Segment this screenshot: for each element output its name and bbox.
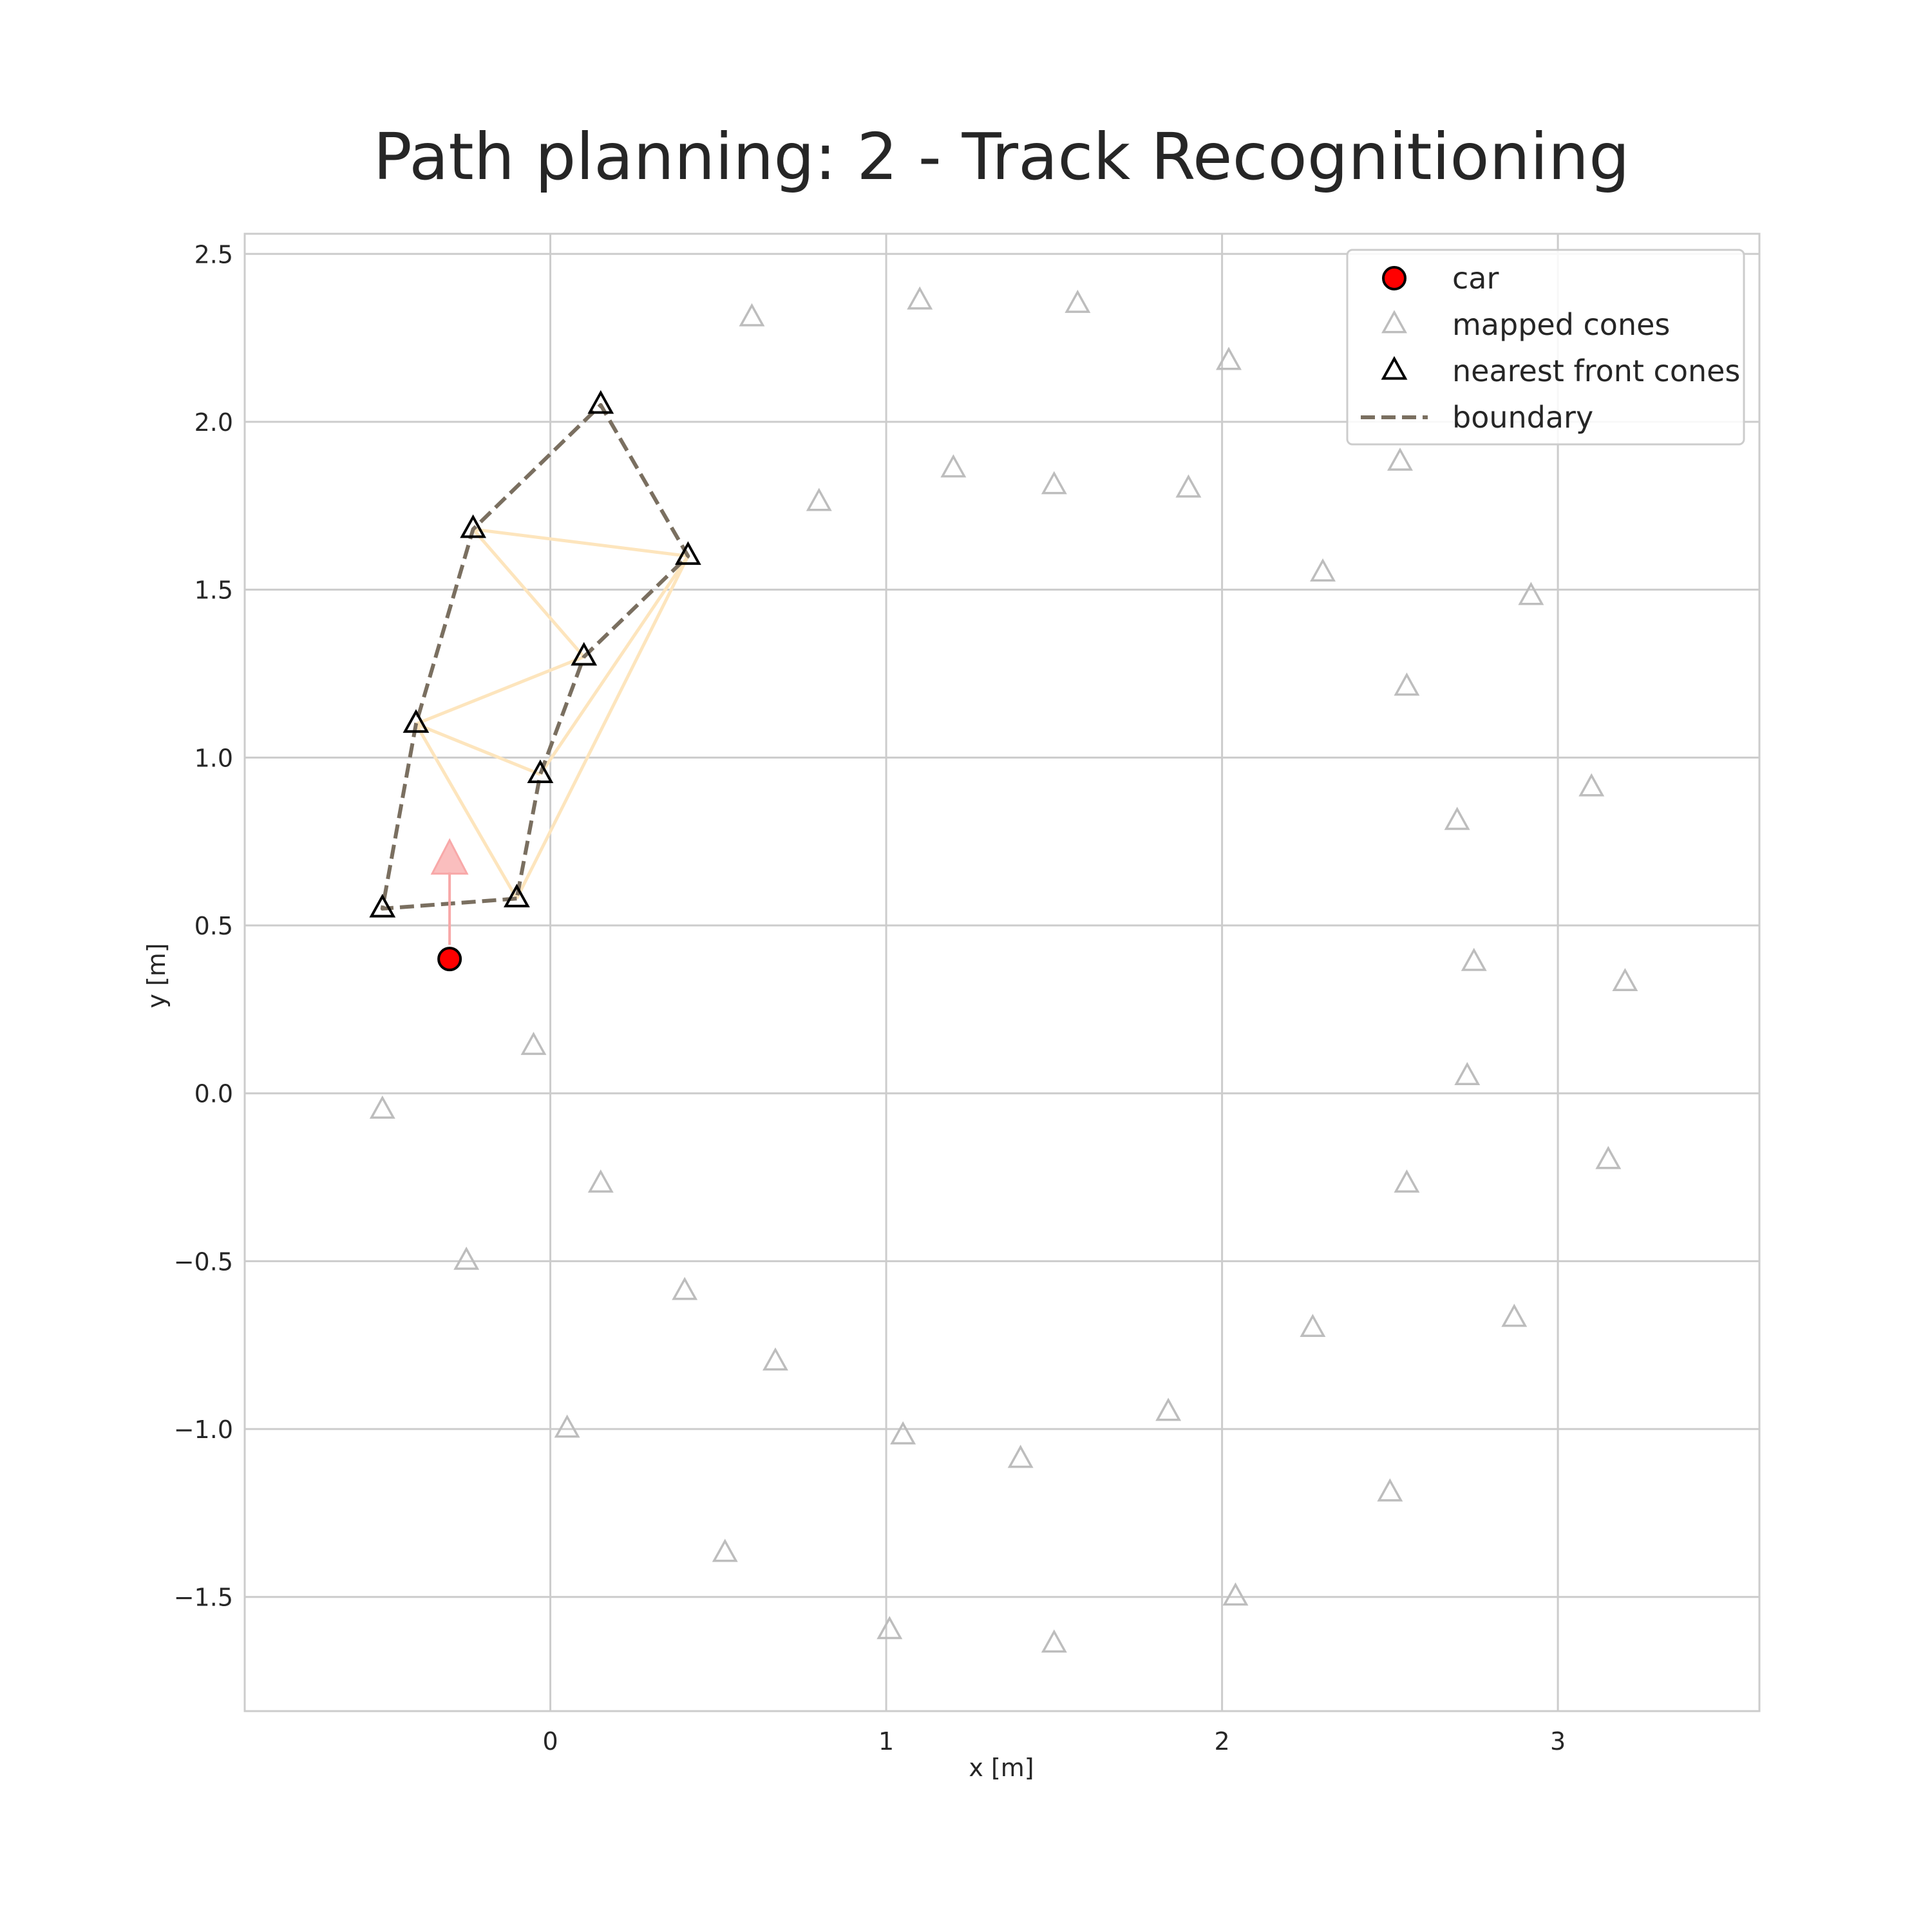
boundary-lines (380, 402, 690, 911)
mapped-cone (1065, 289, 1091, 313)
triangulation-edge (538, 555, 690, 775)
mapped-cone (1175, 474, 1202, 498)
mapped-cone (1041, 471, 1067, 495)
mapped-cone (1310, 558, 1336, 582)
triangulation-edge (515, 555, 690, 900)
x-tick-label: 0 (542, 1727, 558, 1756)
legend-item-boundary: boundary (1361, 400, 1593, 435)
grid (245, 234, 1759, 1711)
legend-box (1346, 249, 1745, 446)
y-tick-label: −0.5 (174, 1247, 233, 1276)
triangulation-edge (473, 527, 688, 558)
car-marker (437, 947, 462, 972)
mapped-cone (1454, 1062, 1481, 1086)
mapped-cone (1595, 1146, 1622, 1170)
front-cone (527, 759, 554, 784)
front-cone (460, 514, 487, 538)
mapped-cone (369, 1095, 395, 1119)
legend-front-marker (1381, 355, 1408, 380)
mapped-cone (520, 1032, 547, 1056)
tick-labels: 0 1 2 3 −1.5 −1.0 −0.5 0.0 0.5 1.0 1.5 2.0 2.5 (174, 240, 1566, 1756)
mapped-cone (1387, 447, 1413, 471)
mapped-cone (1461, 947, 1487, 971)
legend-mapped-marker (1381, 310, 1407, 334)
front-cone (369, 893, 396, 918)
mapped-cone (1300, 1314, 1326, 1338)
mapped-cone (907, 286, 933, 310)
legend-label: car (1452, 261, 1499, 296)
front-cone (571, 641, 598, 666)
legend-item-mapped: mapped cones (1381, 307, 1670, 342)
mapped-cone (739, 303, 765, 327)
front-cones (369, 390, 701, 918)
mapped-cone (1041, 1629, 1067, 1653)
boundary-line (380, 402, 690, 911)
mapped-cone (1222, 1582, 1249, 1606)
mapped-cone (1518, 582, 1544, 605)
y-tick-label: 0.0 (194, 1080, 233, 1108)
chart-title: Path planning: 2 - Track Recognitioning (373, 119, 1629, 194)
legend-label: nearest front cones (1452, 354, 1740, 388)
mapped-cone (890, 1421, 916, 1444)
car-layer (430, 838, 469, 972)
legend-item-car: car (1382, 261, 1499, 296)
y-tick-label: 1.5 (194, 576, 233, 605)
triangulation-edge (415, 722, 541, 776)
front-cone (587, 390, 614, 414)
plot-frame (243, 232, 1761, 1712)
legend-label: mapped cones (1452, 307, 1670, 342)
mapped-cone (876, 1616, 903, 1640)
y-tick-label: −1.5 (174, 1584, 233, 1612)
mapped-cone (1612, 968, 1638, 992)
mapped-cones (369, 286, 1638, 1653)
mapped-cone (453, 1246, 480, 1270)
x-axis-label: x [m] (969, 1754, 1034, 1782)
front-cone (674, 541, 701, 565)
mapped-cone (1394, 1169, 1420, 1193)
legend: car mapped cones nearest front cones bounda… (1346, 249, 1745, 446)
mapped-cone (1216, 346, 1242, 370)
legend-item-front: nearest front cones (1381, 354, 1740, 388)
mapped-cone (762, 1347, 788, 1371)
heading-arrow-head (430, 838, 469, 875)
mapped-cone (554, 1414, 580, 1438)
mapped-cone (712, 1539, 738, 1562)
mapped-cone (1501, 1303, 1528, 1327)
mapped-cone (1377, 1478, 1403, 1502)
legend-label: boundary (1452, 400, 1593, 435)
mapped-cone (1155, 1397, 1182, 1421)
x-tick-label: 3 (1550, 1727, 1566, 1756)
y-axis-label: y [m] (142, 943, 171, 1008)
mapped-cone (672, 1276, 698, 1300)
plot-area (243, 232, 1761, 1712)
mapped-cone (1007, 1444, 1034, 1468)
x-tick-label: 1 (878, 1727, 894, 1756)
triangulation-edge (414, 723, 518, 900)
y-tick-label: 1.0 (194, 744, 233, 772)
triangulation-edge (415, 655, 585, 726)
mapped-cone (1578, 773, 1605, 797)
mapped-cone (940, 454, 967, 478)
legend-car-marker (1382, 266, 1406, 290)
front-cone (504, 884, 530, 907)
y-tick-label: 2.0 (194, 408, 233, 437)
triangulation-edge (471, 528, 585, 658)
front-cone (402, 709, 430, 733)
mapped-cone (587, 1169, 614, 1193)
mapped-cone (806, 488, 832, 511)
triangulation-edges (414, 527, 690, 900)
mapped-cone (1394, 672, 1420, 696)
y-tick-label: 2.5 (194, 240, 233, 269)
y-tick-label: −1.0 (174, 1416, 233, 1444)
x-tick-label: 2 (1214, 1727, 1229, 1756)
y-tick-label: 0.5 (194, 912, 233, 940)
mapped-cone (1444, 806, 1470, 830)
